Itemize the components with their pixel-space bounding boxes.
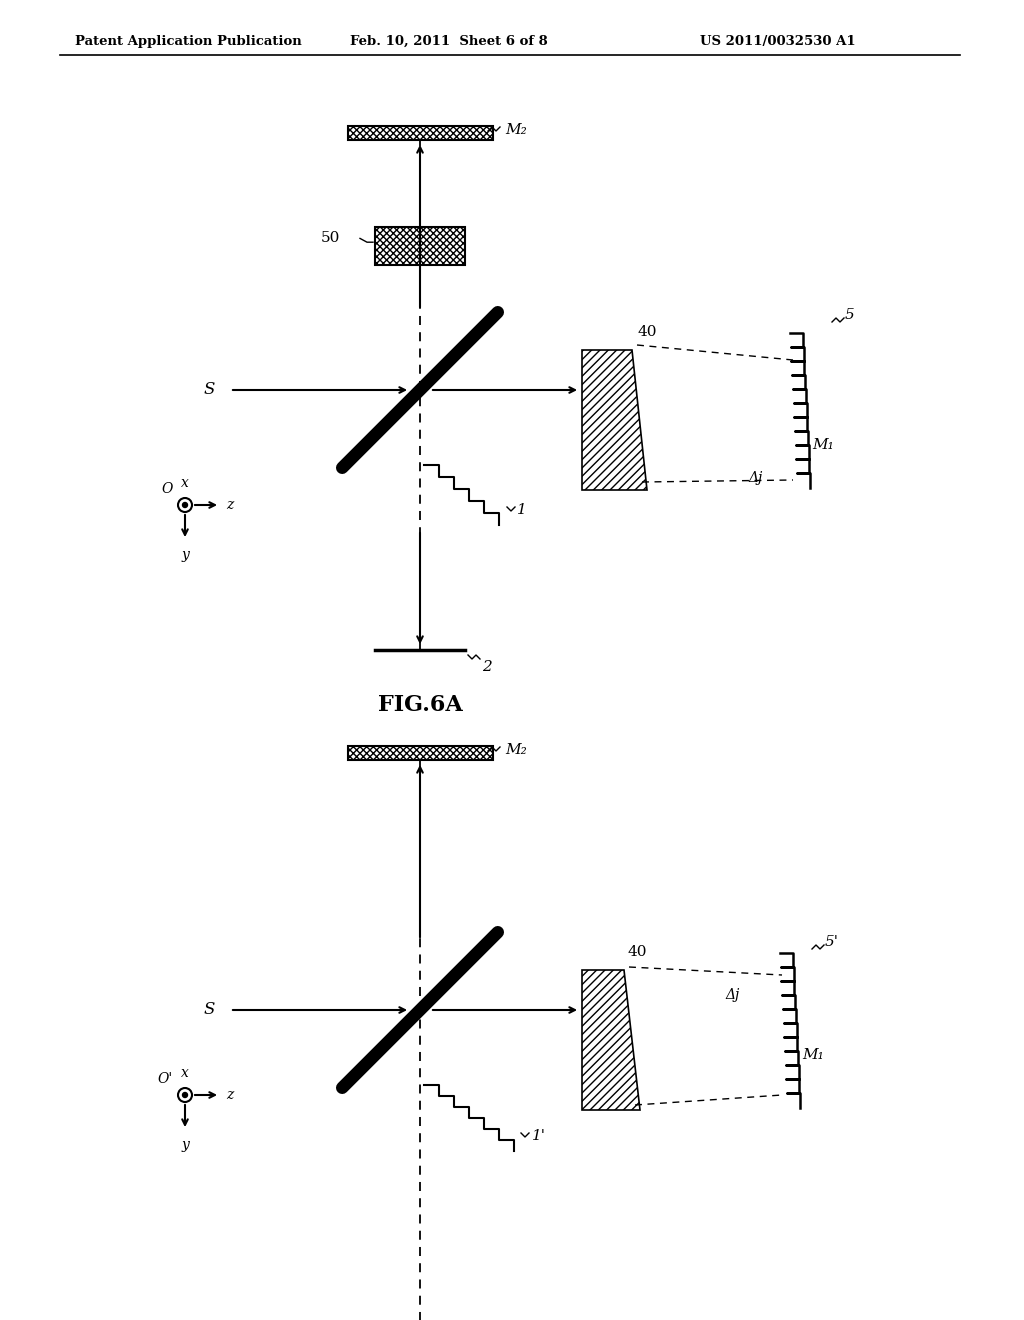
Bar: [347, 125, 493, 140]
Text: O': O': [158, 1072, 173, 1086]
Text: 50: 50: [321, 231, 340, 246]
Text: 1': 1': [532, 1129, 546, 1143]
Bar: [375, 227, 465, 265]
Text: Δj: Δj: [725, 987, 739, 1002]
Text: 5': 5': [825, 935, 839, 949]
Text: z: z: [226, 1088, 233, 1102]
Circle shape: [182, 1093, 187, 1097]
Text: FIG.6A: FIG.6A: [378, 694, 463, 715]
Text: y: y: [181, 1138, 189, 1152]
Text: S: S: [204, 381, 215, 399]
Text: US 2011/0032530 A1: US 2011/0032530 A1: [700, 36, 856, 48]
Text: S: S: [204, 1002, 215, 1019]
Text: 40: 40: [627, 945, 646, 960]
Text: M₁: M₁: [812, 438, 834, 451]
Circle shape: [182, 503, 187, 507]
Text: 40: 40: [637, 325, 656, 339]
Text: 1: 1: [517, 503, 526, 517]
Text: M₁: M₁: [802, 1048, 823, 1063]
Text: x: x: [181, 1067, 189, 1080]
Text: Δj: Δj: [748, 471, 762, 484]
Text: z: z: [226, 498, 233, 512]
Text: M₂: M₂: [505, 743, 526, 756]
Text: 2: 2: [482, 660, 492, 675]
Text: Feb. 10, 2011  Sheet 6 of 8: Feb. 10, 2011 Sheet 6 of 8: [350, 36, 548, 48]
Polygon shape: [582, 970, 640, 1110]
Text: y: y: [181, 548, 189, 562]
Text: Patent Application Publication: Patent Application Publication: [75, 36, 302, 48]
Polygon shape: [582, 350, 647, 490]
Text: O: O: [162, 482, 173, 496]
Text: M₂: M₂: [505, 123, 526, 137]
Text: 5: 5: [845, 308, 855, 322]
Text: x: x: [181, 477, 189, 490]
Bar: [347, 746, 493, 760]
